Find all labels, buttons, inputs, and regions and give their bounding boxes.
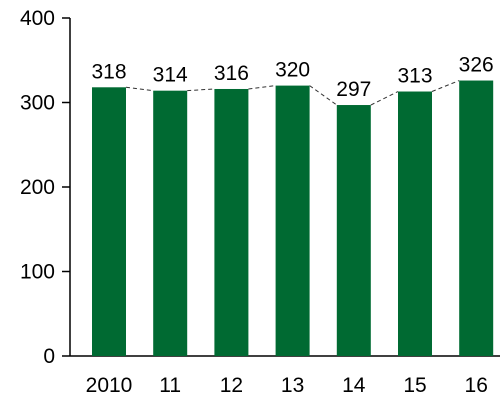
data-label: 316 [214, 62, 249, 85]
x-category-label: 12 [220, 374, 243, 397]
y-tick-label: 400 [20, 7, 55, 30]
bar-16 [459, 80, 494, 356]
connector-line [431, 80, 460, 92]
x-category-label: 11 [159, 374, 181, 397]
connector-line [187, 88, 215, 92]
bar-2010 [92, 87, 126, 356]
bars [92, 80, 494, 357]
bar-13 [275, 85, 310, 356]
data-label: 314 [153, 64, 188, 87]
x-category-label: 16 [465, 374, 488, 397]
data-label: 297 [336, 78, 371, 101]
y-tick-label: 0 [43, 345, 55, 368]
data-labels: 318 314 316 320 297 313 326 [91, 54, 493, 102]
data-label: 313 [397, 65, 432, 88]
bar-connector-lines [125, 80, 460, 106]
x-category-label: 13 [281, 374, 304, 397]
bar-12 [214, 88, 249, 356]
data-label: 326 [459, 54, 494, 77]
connector-line [125, 86, 154, 92]
data-label: 320 [275, 59, 310, 82]
y-axis-ticks: 0 100 200 300 400 [20, 7, 70, 368]
data-label: 318 [91, 60, 126, 83]
y-tick-label: 200 [20, 176, 55, 199]
x-category-label: 14 [342, 374, 366, 397]
x-category-label: 15 [403, 374, 426, 397]
connector-line [309, 85, 338, 106]
y-tick-label: 300 [20, 92, 55, 115]
connector-line [370, 91, 399, 106]
connector-line [248, 85, 276, 90]
x-category-label: 2010 [86, 374, 133, 397]
bar-14 [336, 105, 371, 356]
bar-11 [153, 90, 188, 357]
bar-15 [398, 91, 432, 356]
y-tick-label: 100 [20, 261, 55, 284]
category-labels: 2010 11 12 13 14 15 16 [86, 374, 488, 397]
